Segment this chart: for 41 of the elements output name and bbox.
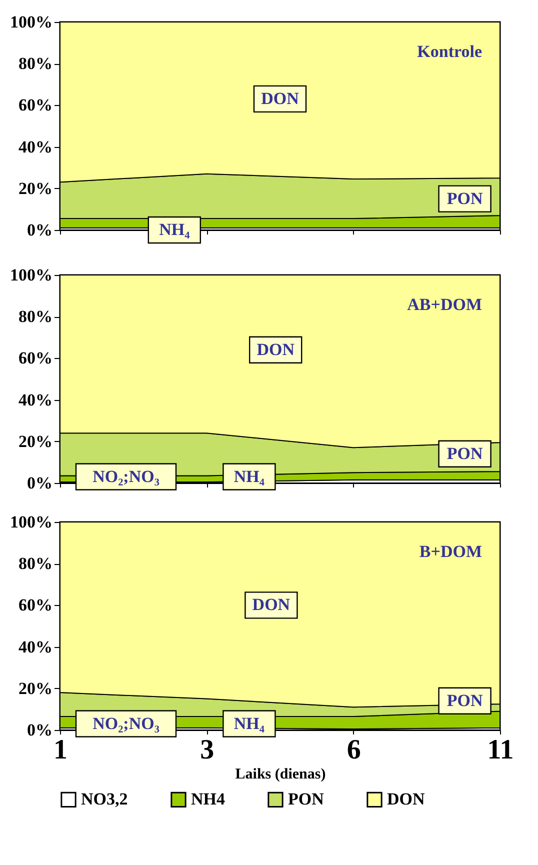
- y-tick-label: 40%: [18, 137, 52, 156]
- y-tick-label: 100%: [10, 512, 52, 532]
- text: B+DOM: [419, 542, 482, 561]
- y-tick-label: 40%: [18, 637, 52, 656]
- y-tick-label: 100%: [10, 12, 52, 32]
- legend-label: PON: [288, 790, 325, 809]
- annotation: PON: [446, 188, 484, 208]
- text: AB+DOM: [407, 295, 482, 314]
- annotation: DON: [256, 340, 296, 359]
- annotation: PON: [446, 444, 484, 463]
- x-axis-title: Laiks (dienas): [235, 766, 326, 782]
- y-tick-label: 40%: [18, 390, 52, 410]
- annotation: PON: [446, 690, 484, 710]
- y-tick-label: 0%: [27, 220, 52, 240]
- y-tick-label: 20%: [18, 432, 52, 451]
- x-tick-label: 3: [200, 734, 214, 766]
- annotation: NH₄: [234, 466, 265, 486]
- text: Kontrole: [417, 42, 482, 61]
- annotation: NH₄: [234, 714, 265, 733]
- x-tick-label: 6: [346, 734, 361, 766]
- y-tick-label: 0%: [27, 720, 52, 740]
- y-tick-label: 80%: [18, 54, 52, 74]
- y-tick-label: 20%: [18, 678, 52, 698]
- legend-label: NH4: [191, 790, 226, 809]
- legend-label: NO3,2: [81, 790, 128, 809]
- annotation: NH₄: [159, 220, 190, 239]
- annotation: DON: [252, 595, 291, 614]
- y-tick-label: 20%: [18, 178, 52, 198]
- y-tick-label: 80%: [18, 554, 52, 574]
- y-tick-label: 100%: [10, 266, 52, 284]
- y-tick-label: 80%: [18, 307, 52, 326]
- annotation: NO₂;NO₃: [92, 466, 160, 486]
- y-tick-label: 60%: [18, 348, 52, 368]
- x-tick-label: 1: [54, 734, 68, 766]
- x-tick-label: 11: [487, 734, 514, 766]
- legend-label: DON: [387, 790, 426, 809]
- y-tick-label: 0%: [27, 474, 52, 492]
- y-tick-label: 60%: [18, 596, 52, 615]
- y-tick-label: 60%: [18, 96, 52, 115]
- annotation: DON: [261, 88, 300, 108]
- annotation: NO₂;NO₃: [92, 714, 160, 733]
